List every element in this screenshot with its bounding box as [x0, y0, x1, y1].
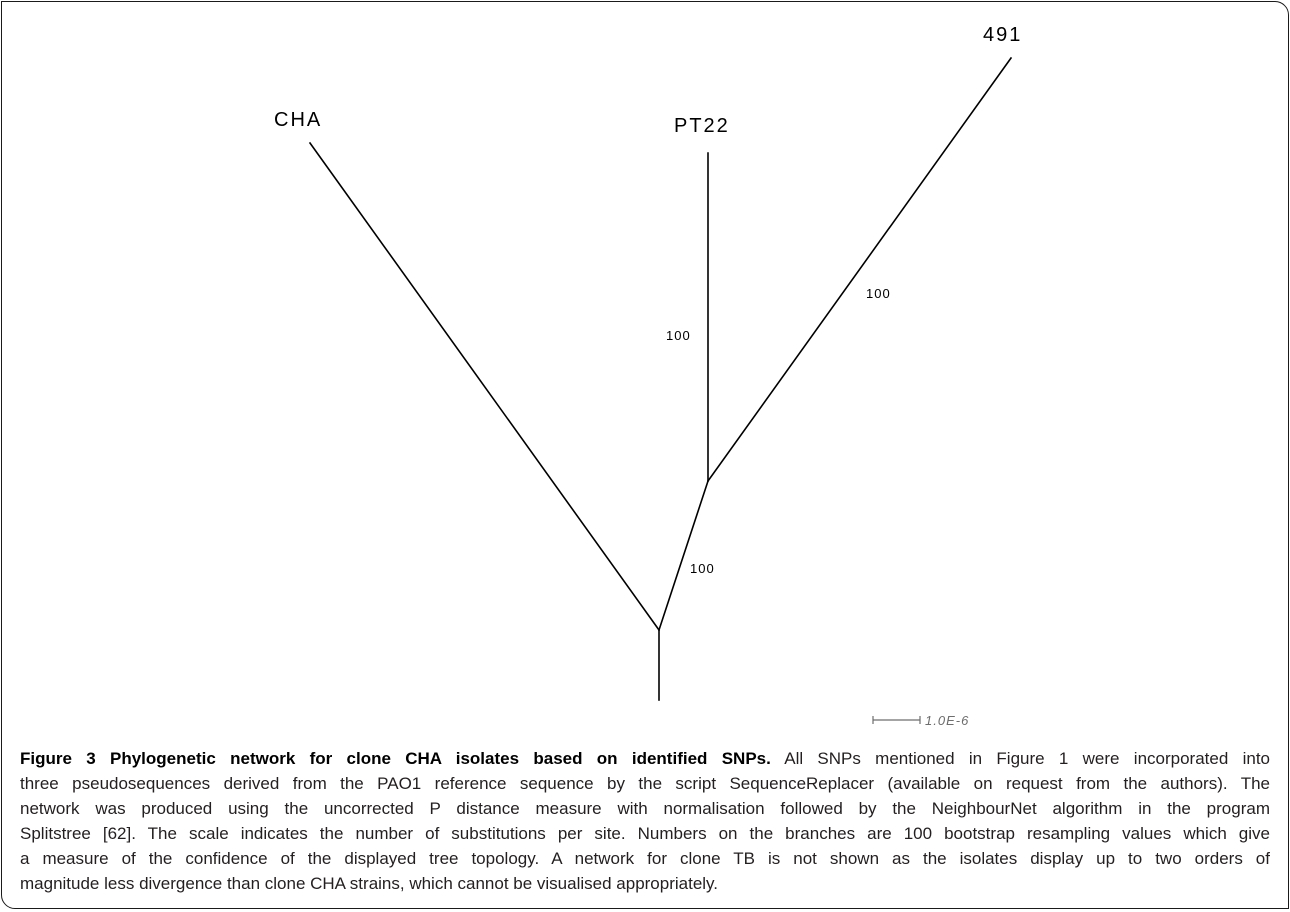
- scale-bar: 1.0E-6: [872, 713, 969, 728]
- caption-line-4: Splitstree [62]. The scale indicates the…: [20, 824, 1270, 843]
- cha-branch: [308, 141, 661, 632]
- taxon-label-491: 491: [983, 24, 1022, 46]
- taxon-label-pt22: PT22: [674, 115, 730, 137]
- branch-491: [706, 56, 1013, 483]
- caption-line-3: network was produced using the uncorrect…: [20, 799, 1270, 818]
- caption-line-2: three pseudosequences derived from the P…: [20, 774, 1270, 793]
- phylogenetic-network: CHA PT22 491 100 100 100 1.0E-6: [274, 24, 1022, 728]
- figure-caption: Figure 3 Phylogenetic network for clone …: [20, 746, 1270, 896]
- bootstrap-label-491-branch: 100: [866, 286, 891, 301]
- bootstrap-label-internal-branch: 100: [690, 561, 715, 576]
- caption-title: Figure 3 Phylogenetic network for clone …: [20, 749, 771, 768]
- caption-text: All SNPs mentioned in Figure 1 were inco…: [784, 749, 1270, 768]
- caption-line-1: Figure 3 Phylogenetic network for clone …: [20, 746, 1270, 771]
- bootstrap-label-pt22-branch: 100: [666, 328, 691, 343]
- caption-line-5: a measure of the confidence of the displ…: [20, 849, 1270, 868]
- internal-branch: [657, 479, 710, 632]
- scale-bar-label: 1.0E-6: [925, 713, 969, 728]
- caption-line-6: magnitude less divergence than clone CHA…: [20, 874, 719, 893]
- taxon-label-cha: CHA: [274, 109, 322, 131]
